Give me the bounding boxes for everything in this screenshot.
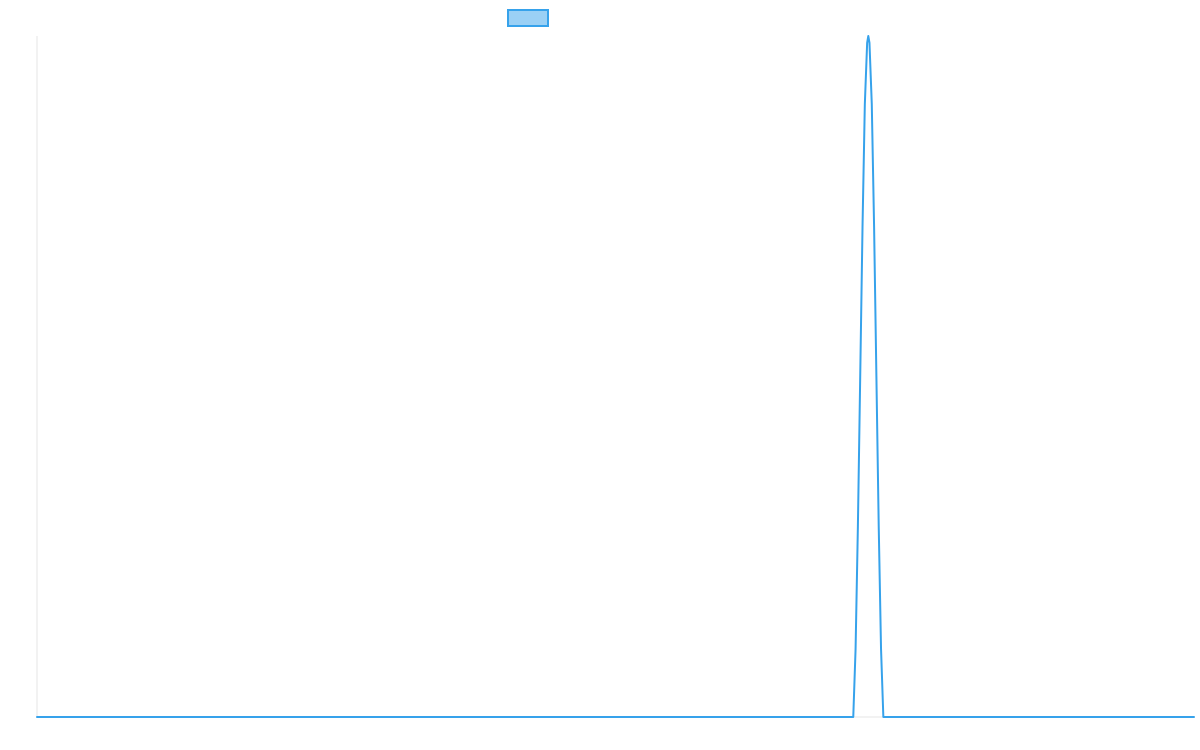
series-0-point-5[interactable] (860, 224, 866, 230)
series-0-point-2[interactable] (853, 646, 859, 652)
legend-swatch[interactable] (507, 9, 549, 27)
series-0-point-11[interactable] (871, 224, 877, 230)
series-0-point-3[interactable] (855, 523, 861, 529)
series-group (34, 33, 1197, 720)
series-0-point-0[interactable] (34, 714, 40, 720)
series-0-point-10[interactable] (869, 101, 875, 107)
series-0-point-13[interactable] (876, 523, 882, 529)
series-0-point-1[interactable] (850, 714, 856, 720)
series-0-point-14[interactable] (878, 646, 884, 652)
series-0-point-4[interactable] (857, 374, 863, 380)
series-0-point-6[interactable] (862, 101, 868, 107)
series-0-point-9[interactable] (866, 40, 872, 46)
series-0-point-8[interactable] (865, 33, 871, 39)
series-0-point-16[interactable] (1191, 714, 1197, 720)
series-0-point-12[interactable] (873, 374, 879, 380)
series-0-point-15[interactable] (880, 714, 886, 720)
legend[interactable] (507, 9, 549, 27)
series-line-0[interactable] (36, 35, 1195, 718)
